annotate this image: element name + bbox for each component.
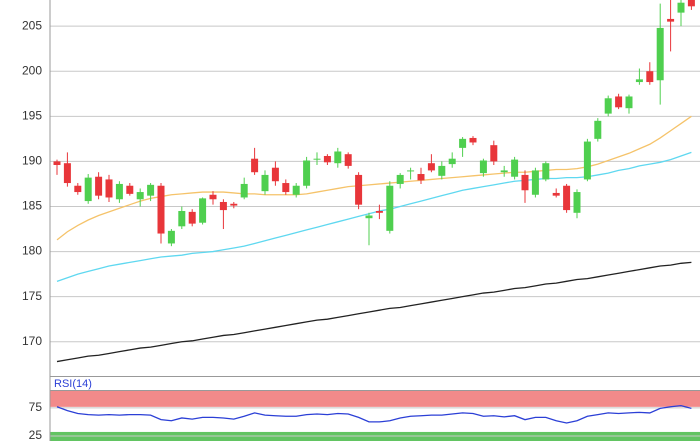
y-tick-label: 185: [22, 199, 42, 213]
candle-body: [323, 155, 331, 163]
rsi-plot: [50, 391, 700, 441]
candle-body: [677, 2, 685, 13]
candle-body: [230, 203, 238, 206]
candle-body: [74, 185, 82, 193]
candle-body: [240, 183, 248, 198]
candle-body: [511, 159, 519, 177]
candle-body: [552, 192, 560, 196]
y-tick-label: 75: [29, 400, 43, 414]
candle-body: [479, 160, 487, 174]
candle-body: [355, 174, 363, 205]
candle-body: [667, 18, 675, 22]
candle-body: [199, 198, 207, 223]
candle-body: [396, 174, 404, 184]
candle-body: [63, 163, 71, 184]
candle-body: [583, 141, 591, 180]
overbought-band: [50, 391, 700, 407]
candle-body: [303, 160, 311, 186]
candle-body: [646, 71, 654, 83]
y-tick-label: 170: [22, 334, 42, 348]
candle-body: [188, 211, 196, 224]
candle-body: [417, 174, 425, 181]
candle-body: [271, 167, 279, 182]
oversold-band: [50, 431, 700, 441]
candle-body: [157, 185, 165, 234]
y-tick-label: 195: [22, 108, 42, 122]
rsi-panel: 25 75: [29, 400, 43, 441]
candle-body: [95, 176, 103, 196]
candle-body: [136, 192, 144, 200]
candle-body: [531, 170, 539, 195]
candle-body: [178, 210, 186, 227]
y-tick-label: 205: [22, 18, 42, 32]
candle-body: [563, 185, 571, 211]
candle-body: [261, 174, 269, 192]
candle-body: [656, 27, 664, 81]
candle-body: [615, 96, 623, 108]
candle-body: [635, 79, 643, 83]
candle-body: [604, 98, 612, 114]
candle-body: [490, 145, 498, 162]
candle-body: [167, 230, 175, 244]
candle-body: [344, 154, 352, 166]
candle-body: [365, 215, 373, 219]
candle-body: [407, 170, 415, 172]
candle-body: [687, 0, 695, 7]
candle-body: [438, 165, 446, 176]
moving-average: [56, 261, 692, 363]
price-panel: 170 175 180 185 190 195 200 205: [22, 18, 700, 348]
candle-body: [115, 183, 123, 200]
candle-body: [427, 163, 435, 171]
candle-body: [292, 185, 300, 195]
y-tick-label: 200: [22, 63, 42, 77]
moving-average: [56, 151, 692, 282]
y-tick-label: 180: [22, 244, 42, 258]
candle-body: [521, 174, 529, 191]
candle-body: [459, 138, 467, 148]
candle-body: [594, 120, 602, 139]
candle-body: [282, 183, 290, 193]
candle-body: [375, 210, 383, 213]
candle-body: [386, 185, 394, 231]
candle-body: [147, 184, 155, 196]
candle-body: [469, 137, 477, 143]
candle-body: [625, 96, 633, 109]
candle-body: [500, 170, 508, 173]
candle-body: [84, 177, 92, 202]
candle-body: [573, 192, 581, 213]
candle-body: [53, 161, 61, 166]
candle-body: [209, 194, 217, 200]
rsi-line: [56, 404, 692, 424]
y-tick-label: 175: [22, 289, 42, 303]
candle-body: [448, 158, 456, 165]
candle-body: [313, 158, 321, 160]
y-tick-label: 25: [29, 428, 43, 441]
y-tick-label: 190: [22, 154, 42, 168]
price-plot: [53, 0, 695, 363]
candle-body: [219, 201, 227, 211]
candle-body: [105, 179, 113, 198]
candle-body: [542, 163, 550, 180]
rsi-title: RSI(14): [54, 378, 92, 390]
candle-body: [334, 151, 342, 164]
candle-body: [126, 185, 134, 194]
candle-body: [251, 158, 259, 173]
